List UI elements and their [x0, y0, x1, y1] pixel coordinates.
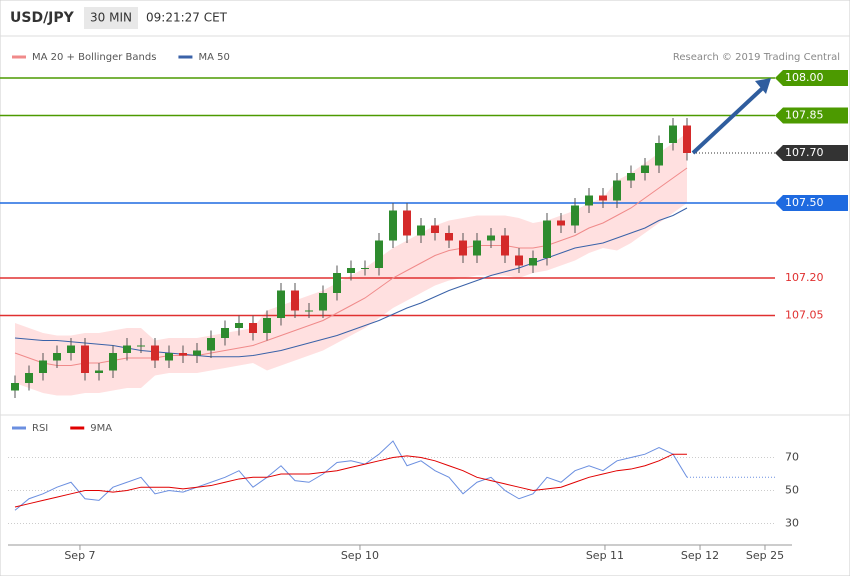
- symbol: USD/JPY: [10, 10, 75, 26]
- candle-body: [109, 353, 117, 371]
- legend-label: MA 50: [198, 52, 229, 63]
- candle-body: [515, 255, 523, 266]
- indicator-line: [14, 440, 688, 511]
- candle-body: [235, 323, 243, 328]
- level-tag: [775, 107, 848, 124]
- candle-body: [557, 220, 565, 226]
- level-tag: [775, 70, 848, 86]
- level-tag: [775, 195, 848, 211]
- candle-body: [179, 353, 187, 356]
- candle-body: [487, 235, 495, 241]
- x-tick-label: Sep 12: [681, 549, 719, 562]
- candle-body: [501, 235, 509, 256]
- level-label: 107.85: [785, 109, 824, 122]
- candle-body: [193, 350, 201, 356]
- candle-body: [389, 210, 397, 241]
- time: 09:21:27 CET: [146, 11, 228, 25]
- level-label: 108.00: [785, 71, 824, 84]
- candle-body: [361, 268, 369, 269]
- y-tick-label: 30: [785, 517, 799, 530]
- candle-body: [375, 240, 383, 268]
- candle-body: [165, 353, 173, 361]
- candle-body: [291, 290, 299, 311]
- interval-box: [84, 7, 138, 29]
- target-arrow: [691, 82, 769, 155]
- x-tick-label: Sep 11: [586, 549, 624, 562]
- candle-body: [11, 383, 19, 391]
- candle-body: [123, 345, 131, 353]
- candle-body: [459, 240, 467, 256]
- candle-body: [683, 125, 691, 153]
- candle-body: [207, 338, 215, 351]
- candle-body: [319, 293, 327, 311]
- candle-body: [263, 318, 271, 333]
- level-label: 107.05: [785, 309, 824, 322]
- candle-body: [473, 240, 481, 256]
- candle-body: [599, 195, 607, 201]
- candle-body: [249, 323, 257, 333]
- candle-body: [53, 353, 61, 361]
- candle-body: [67, 345, 75, 353]
- legend-label: 9MA: [90, 423, 112, 434]
- candle-body: [347, 268, 355, 273]
- candle-body: [25, 373, 33, 383]
- x-tick-label: Sep 7: [64, 549, 95, 562]
- candle-body: [613, 180, 621, 201]
- level-label: 107.50: [785, 196, 824, 209]
- legend-label: RSI: [32, 423, 48, 434]
- credit: Research © 2019 Trading Central: [673, 52, 840, 63]
- candle-body: [305, 310, 313, 312]
- candle-body: [655, 143, 663, 166]
- x-tick-label: Sep 10: [341, 549, 379, 562]
- interval: 30 MIN: [90, 11, 132, 25]
- level-tag: [775, 145, 848, 161]
- y-tick-label: 70: [785, 451, 799, 464]
- candle-body: [431, 225, 439, 233]
- target-arrowhead: [755, 78, 771, 94]
- candle-body: [529, 258, 537, 266]
- candle-body: [39, 360, 47, 373]
- legend-label: MA 20 + Bollinger Bands: [32, 52, 156, 63]
- candle-body: [669, 125, 677, 143]
- candle-body: [543, 220, 551, 258]
- candle-body: [445, 233, 453, 241]
- level-label: 107.20: [785, 271, 824, 284]
- candle-body: [585, 195, 593, 206]
- level-label: 107.70: [785, 146, 824, 159]
- candle-body: [137, 345, 145, 347]
- y-tick-label: 50: [785, 484, 799, 497]
- candle-body: [333, 273, 341, 293]
- candle-body: [151, 345, 159, 361]
- candle-body: [571, 205, 579, 226]
- indicator-line: [14, 453, 687, 508]
- candle-body: [627, 173, 635, 181]
- candle-body: [221, 328, 229, 338]
- candle-body: [277, 290, 285, 318]
- candle-body: [403, 210, 411, 236]
- x-tick-label: Sep 25: [746, 549, 784, 562]
- candle-body: [95, 370, 103, 373]
- candle-body: [641, 165, 649, 173]
- candle-body: [81, 345, 89, 373]
- candle-body: [417, 225, 425, 236]
